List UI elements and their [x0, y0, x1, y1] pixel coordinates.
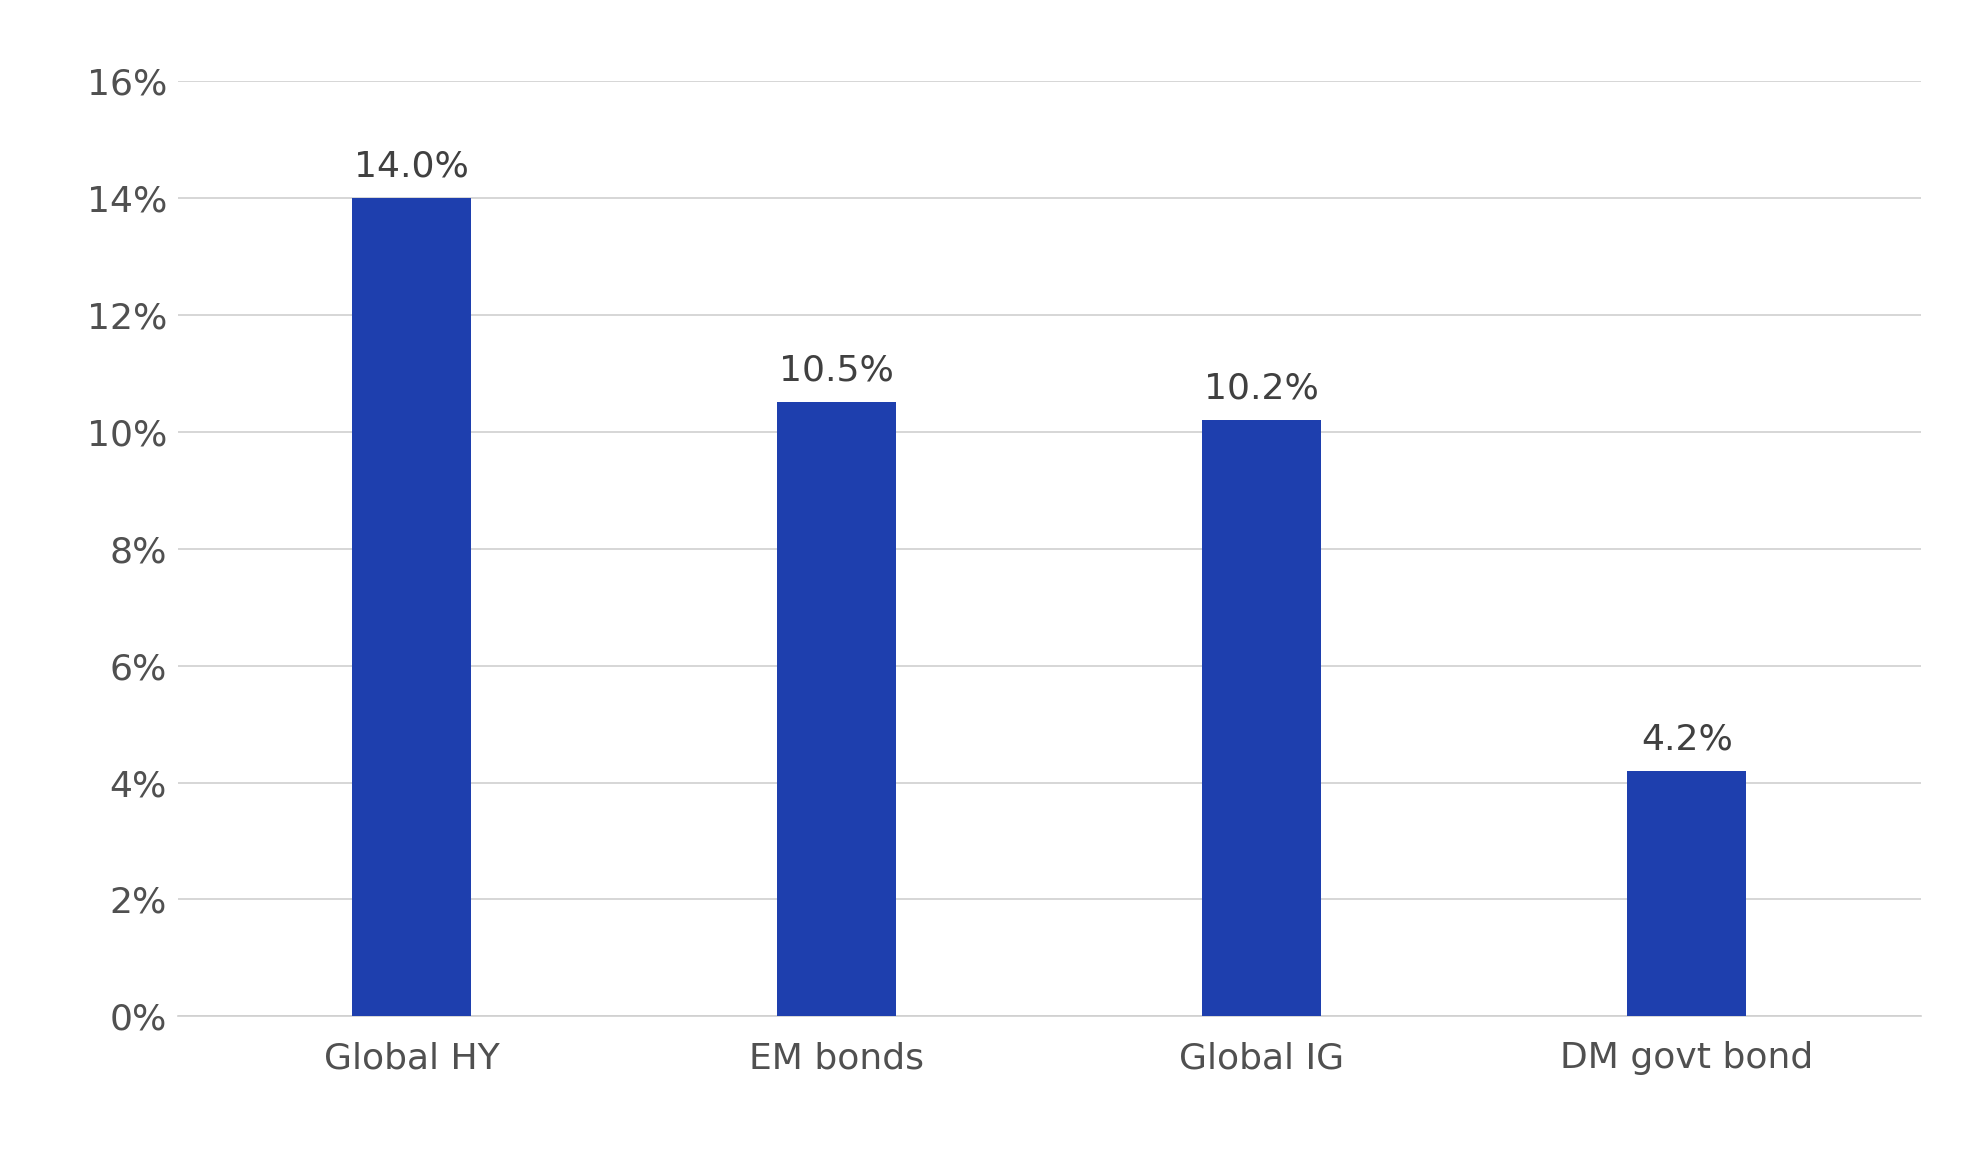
Text: 4.2%: 4.2% [1641, 722, 1732, 757]
Bar [352, 198, 471, 1016]
Bar [1628, 770, 1746, 1016]
Bar [778, 402, 897, 1016]
Bar [1202, 420, 1321, 1016]
Text: 14.0%: 14.0% [354, 149, 469, 184]
Text: 10.5%: 10.5% [780, 353, 895, 388]
Text: 10.2%: 10.2% [1204, 372, 1319, 405]
